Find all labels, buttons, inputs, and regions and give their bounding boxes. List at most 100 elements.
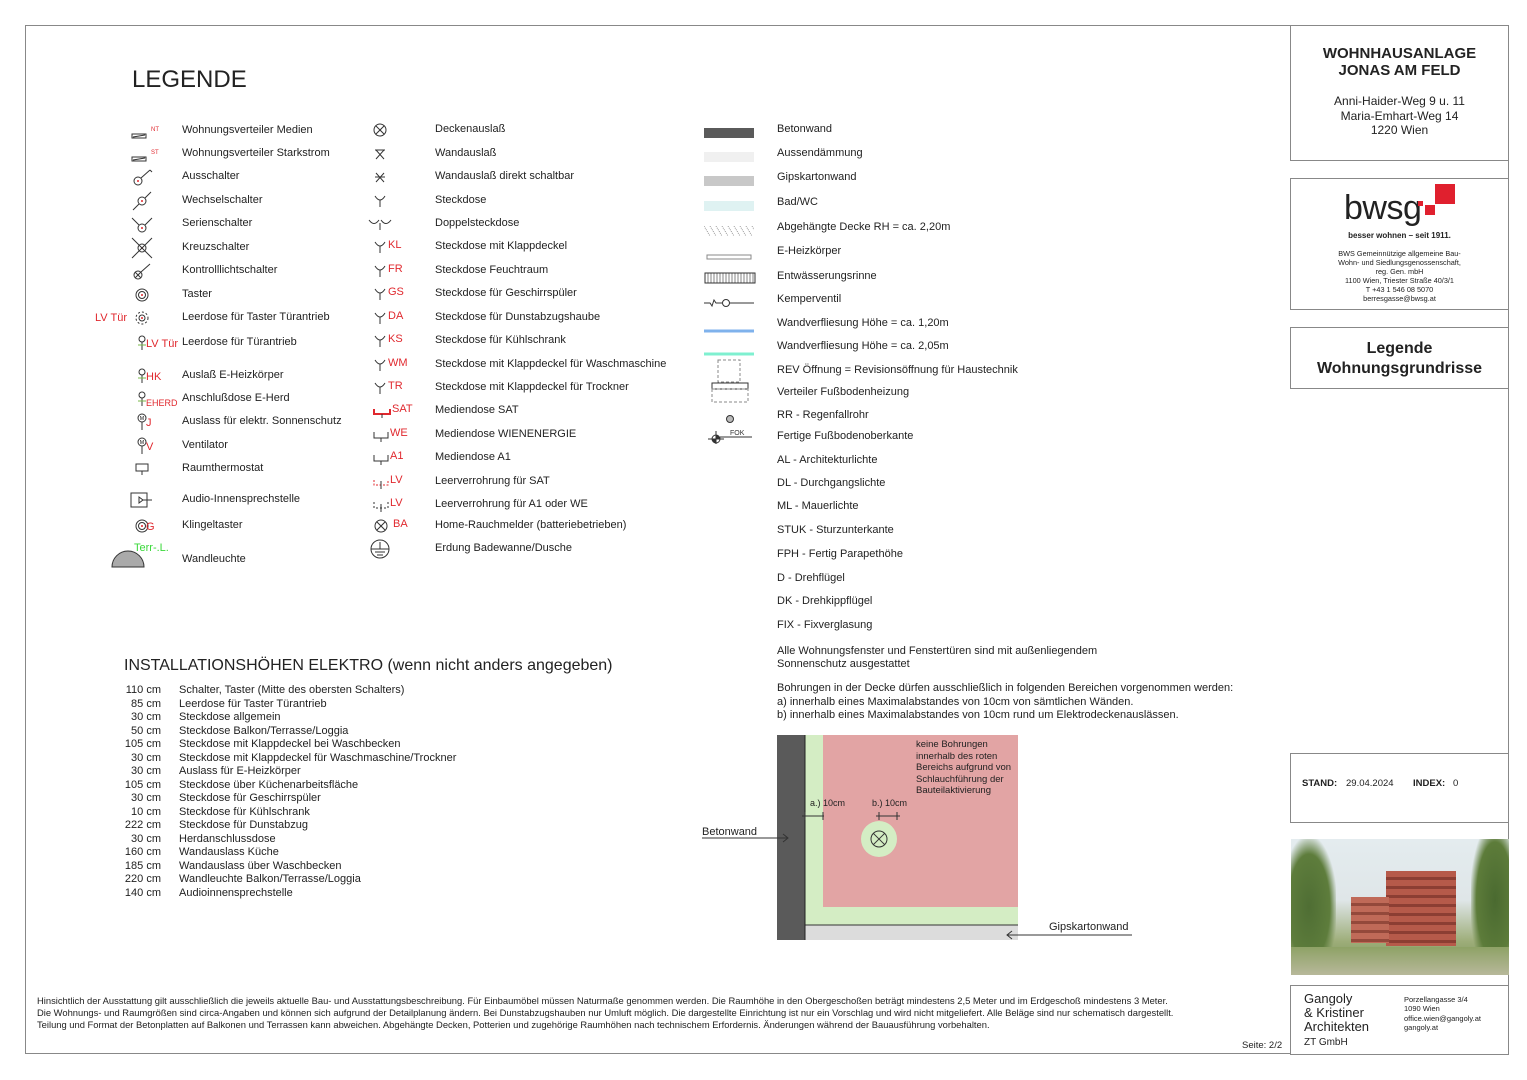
symbol-code: ST: [151, 150, 159, 156]
wall-lamp-icon: [110, 550, 146, 573]
legend-label: Kreuzschalter: [182, 241, 250, 253]
legend-label: Gipskartonwand: [777, 171, 857, 183]
legend-label: AL - Architekturlichte: [777, 454, 878, 466]
legend-label: Steckdose für Geschirrspüler: [435, 287, 577, 299]
concrete-wall-label: Betonwand: [702, 826, 758, 838]
project-name-line: JONAS AM FELD: [1338, 62, 1461, 79]
height-value: 110 cm: [125, 684, 161, 696]
height-value: 140 cm: [124, 886, 161, 899]
conduit-icon: [373, 499, 389, 517]
legend-label: Aussendämmung: [777, 147, 863, 159]
legend-label: Home-Rauchmelder (batteriebetrieben): [435, 519, 627, 531]
symbol-code: GS: [388, 286, 404, 298]
symbol-code: NT: [151, 127, 159, 133]
height-value: 50 cm: [131, 724, 161, 737]
legend-label: Verteiler Fußbodenheizung: [777, 386, 910, 398]
legend-label: Bad/WC: [777, 196, 818, 208]
sheet-title-line: Wohnungsgrundrisse: [1316, 360, 1483, 377]
note-line: Bohrungen in der Decke dürfen ausschließ…: [777, 682, 1234, 694]
tile-line-blue: [704, 321, 756, 339]
legend-label: FIX - Fixverglasung: [777, 619, 873, 631]
symbol-code: TR: [388, 380, 403, 392]
symbol-code: G: [146, 521, 155, 533]
architect-name-line: ZT GmbH: [1304, 1037, 1348, 1048]
legend-label: Leerdose für Türantrieb: [182, 336, 297, 348]
legend-label: Mediendose SAT: [435, 404, 519, 416]
legend-label: FPH - Fertig Parapethöhe: [777, 548, 903, 560]
motor-outlet-icon: M: [137, 437, 147, 460]
footer-disclaimer: Hinsichtlich der Ausstattung gilt aussch…: [37, 995, 1173, 1030]
legend-label: Kontrolllichtschalter: [182, 264, 278, 276]
drawing-frame: [25, 25, 1509, 1054]
push-button-icon: [134, 518, 150, 539]
sheet-title: Legende Wohnungsgrundrisse: [1290, 327, 1509, 389]
note-line: Bereichs aufgrund von: [916, 762, 1012, 773]
floor-level-icon: FOK: [704, 429, 756, 450]
legend-label: Wandauslaß direkt schaltbar: [435, 170, 574, 182]
legend-label: Fertige Fußbodenoberkante: [777, 430, 914, 442]
socket-icon: [373, 264, 387, 283]
client-block: bwsg besser wohnen – seit 1911. BWS Geme…: [1290, 178, 1509, 310]
index-value: 0: [1453, 778, 1459, 789]
legend-title: LEGENDE: [132, 66, 247, 93]
wall-outlet-switched-icon: [372, 169, 388, 190]
client-line: 1100 Wien, Triester Straße 40/3/1: [1345, 275, 1454, 285]
suspended-ceiling-hatch: [703, 223, 759, 241]
legend-label: Anschlußdose E-Herd: [182, 392, 290, 404]
symbol-code: V: [146, 441, 154, 453]
symbol-code: LV Tür: [146, 338, 178, 350]
symbol-code: A1: [390, 450, 404, 462]
height-description: Wandleuchte Balkon/Terrasse/Loggia: [179, 873, 361, 885]
architect-block: Gangoly & Kristiner Architekten ZT GmbH …: [1290, 985, 1509, 1055]
height-value: 30 cm: [131, 751, 161, 764]
height-description: Steckdose mit Klappdeckel für Waschmasch…: [179, 751, 457, 764]
conduit-sat-icon: [373, 476, 389, 494]
logo-square: [1425, 205, 1435, 215]
symbol-code: FR: [388, 263, 403, 275]
legend-label: Mediendose A1: [435, 451, 511, 463]
disclaimer-line: Teilung und Format der Betonplatten auf …: [37, 1018, 990, 1030]
height-value: 85 cm: [131, 697, 161, 710]
height-description: Wandauslass Küche: [179, 846, 279, 858]
legend-label: Mediendose WIENENERGIE: [435, 428, 577, 440]
switch-icon: [130, 166, 154, 193]
symbol-code: BA: [393, 518, 408, 530]
legend-label: Kemperventil: [777, 293, 842, 305]
intercom-icon: [130, 492, 154, 513]
wall-outlet-icon: [372, 146, 388, 167]
heights-title: INSTALLATIONSHÖHEN ELEKTRO (wenn nicht a…: [124, 657, 613, 674]
client-line: T +43 1 546 08 5070: [1365, 284, 1434, 294]
note-line: keine Bohrungen: [916, 739, 988, 750]
height-value: 105 cm: [124, 738, 161, 750]
address-line: 1220 Wien: [1370, 123, 1429, 137]
legend-label: Leerdose für Taster Türantrieb: [182, 311, 330, 323]
height-description: Steckdose Balkon/Terrasse/Loggia: [179, 724, 349, 737]
legend-label: DL - Durchgangslichte: [777, 477, 886, 489]
logo-square: [1418, 201, 1423, 206]
symbol-code: LV Tür: [95, 312, 127, 324]
legend-label: ML - Mauerlichte: [777, 500, 859, 512]
height-description: Steckdose für Dunstabzug: [179, 819, 309, 831]
distribution-box-icon: [131, 150, 153, 168]
legend-label: Abgehängte Decke RH = ca. 2,20m: [777, 221, 951, 233]
note-drilling: Bohrungen in der Decke dürfen ausschließ…: [777, 682, 1233, 723]
legend-label: Steckdose für Kühlschrank: [435, 334, 566, 346]
downpipe-icon: [704, 411, 756, 429]
client-line: berresgasse@bwsg.at: [1363, 293, 1436, 303]
legend-label: D - Drehflügel: [777, 572, 845, 584]
symbol-code: SAT: [392, 403, 413, 415]
drain-channel-icon: [704, 271, 756, 289]
no-drill-zone-red: [823, 735, 1018, 907]
svg-text:M: M: [140, 416, 144, 422]
heater-icon: [704, 248, 754, 266]
symbol-code: LV: [390, 474, 403, 486]
legend-label: Audio-Innensprechstelle: [182, 493, 301, 505]
note-line: Alle Wohnungsfenster und Fenstertüren si…: [777, 645, 1098, 657]
legend-label: Wandverfliesung Höhe = ca. 2,05m: [777, 340, 949, 352]
height-description: Steckdose über Küchenarbeitsfläche: [179, 778, 359, 791]
legend-label: Steckdose mit Klappdeckel für Trockner: [435, 381, 629, 393]
height-description: Steckdose für Geschirrspüler: [179, 792, 321, 804]
series-switch-icon: [129, 213, 155, 240]
legend-label: Wandauslaß: [435, 147, 497, 159]
legend-label: Steckdose für Dunstabzugshaube: [435, 311, 601, 323]
